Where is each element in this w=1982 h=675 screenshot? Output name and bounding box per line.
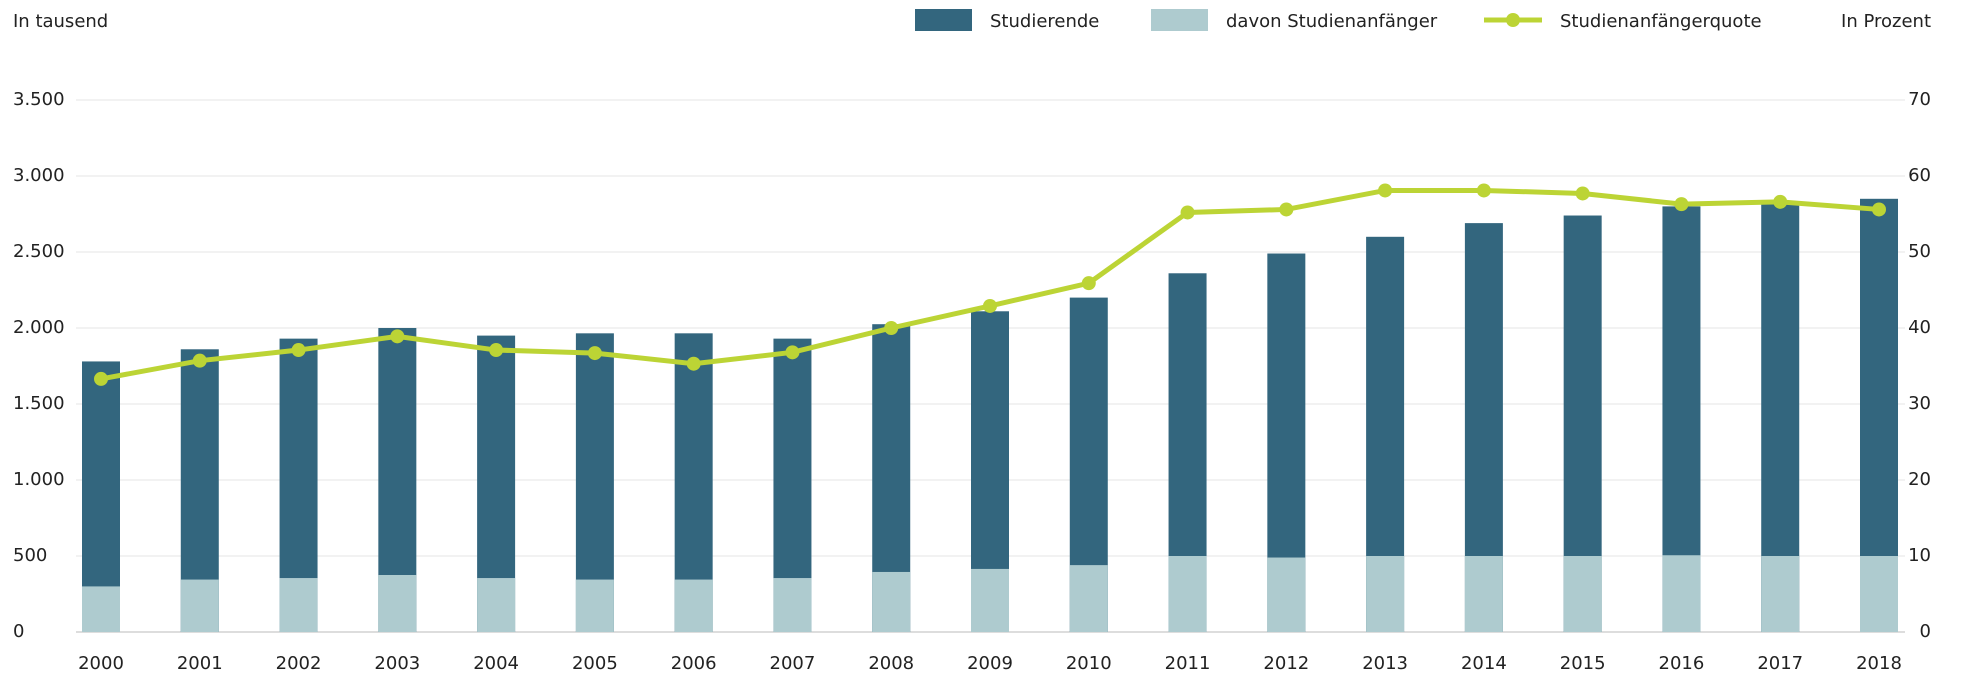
legend-swatch (915, 9, 972, 31)
y2-tick-label: 40 (1908, 317, 1931, 338)
point (1476, 183, 1491, 198)
legend-label: Studierende (990, 11, 1099, 32)
x-tick-label: 2000 (78, 653, 124, 674)
x-tick-label: 2011 (1165, 653, 1211, 674)
point (192, 353, 207, 368)
y-tick-label: 500 (13, 545, 47, 566)
x-tick-label: 2015 (1560, 653, 1606, 674)
bar (1069, 565, 1108, 632)
point (94, 371, 108, 386)
y2-tick-label: 20 (1908, 469, 1931, 490)
bar (575, 579, 614, 632)
point (1180, 205, 1195, 220)
x-tick-label: 2016 (1659, 653, 1705, 674)
bar (279, 578, 318, 632)
point (489, 343, 504, 358)
point (686, 356, 701, 371)
x-tick-label: 2009 (967, 653, 1013, 674)
y2-tick-label: 0 (1920, 621, 1931, 642)
x-tick-label: 2018 (1856, 653, 1902, 674)
legend-swatch (1151, 9, 1208, 31)
y2-tick-label: 70 (1908, 89, 1931, 110)
point (884, 321, 899, 335)
point (587, 346, 602, 361)
bar (82, 586, 120, 632)
point (291, 343, 306, 358)
y2-tick-label: 30 (1908, 393, 1931, 414)
x-tick-label: 2007 (770, 653, 816, 674)
bar (872, 571, 911, 632)
bar (971, 568, 1009, 632)
point (1674, 197, 1689, 212)
point (1378, 183, 1393, 198)
y2-axis-label: In Prozent (1841, 11, 1931, 32)
x-tick-label: 2013 (1362, 653, 1408, 674)
point (1279, 202, 1294, 217)
y-axis-label: In tausend (13, 11, 108, 32)
y2-tick-label: 10 (1908, 545, 1931, 566)
y-tick-label: 0 (13, 621, 24, 642)
y-tick-label: 3.500 (13, 89, 65, 110)
y2-tick-label: 60 (1908, 165, 1931, 186)
x-tick-label: 2001 (177, 653, 223, 674)
x-tick-label: 2006 (671, 653, 717, 674)
point (390, 329, 405, 344)
bar (477, 578, 516, 632)
x-tick-label: 2012 (1263, 653, 1309, 674)
bar (1662, 555, 1701, 632)
x-tick-label: 2008 (868, 653, 914, 674)
x-tick-label: 2004 (473, 653, 519, 674)
bar (674, 579, 713, 632)
legend-swatch (1506, 13, 1520, 27)
x-tick-label: 2017 (1757, 653, 1803, 674)
bar (1267, 557, 1306, 632)
bar (1860, 556, 1898, 632)
point (785, 345, 800, 360)
point (983, 298, 997, 313)
y-tick-label: 2.500 (13, 241, 65, 262)
x-tick-label: 2010 (1066, 653, 1112, 674)
legend-label: Studienanfängerquote (1560, 11, 1762, 32)
bar (378, 575, 417, 632)
x-tick-label: 2005 (572, 653, 618, 674)
bar (1464, 556, 1503, 632)
point (1773, 194, 1788, 209)
x-tick-label: 2014 (1461, 653, 1507, 674)
bar (773, 578, 812, 632)
y-tick-label: 1.500 (13, 393, 65, 414)
bar (1168, 556, 1207, 632)
y-tick-label: 3.000 (13, 165, 65, 186)
y-tick-label: 1.000 (13, 469, 65, 490)
bar (1563, 556, 1602, 632)
x-tick-label: 2002 (276, 653, 322, 674)
point (1872, 202, 1886, 217)
bar (1761, 556, 1800, 632)
legend-label: davon Studienanfänger (1226, 11, 1438, 32)
y2-tick-label: 50 (1908, 241, 1931, 262)
bar (180, 579, 219, 632)
y-tick-label: 2.000 (13, 317, 65, 338)
bar (1366, 556, 1405, 632)
x-tick-label: 2003 (374, 653, 420, 674)
point (1575, 186, 1590, 201)
point (1081, 276, 1096, 291)
